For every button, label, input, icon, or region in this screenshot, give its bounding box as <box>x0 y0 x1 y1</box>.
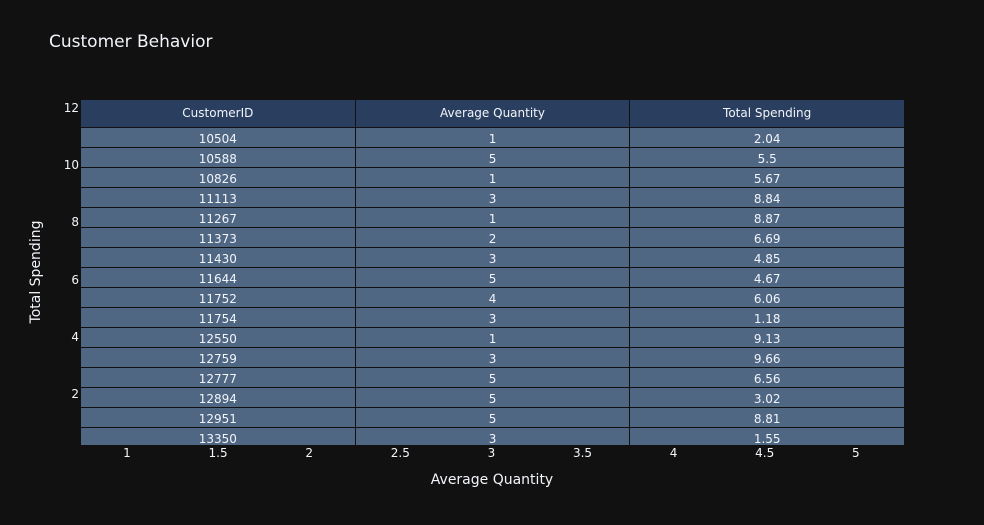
table-cell: 4.67 <box>630 268 904 288</box>
table-cell: 10588 <box>81 148 356 168</box>
table-cell: 12951 <box>81 408 356 428</box>
table-cell: 1 <box>355 128 631 148</box>
table-row: 10504 1 2.04 <box>81 128 904 148</box>
table-cell: 8.87 <box>630 208 904 228</box>
table-row: 11754 3 1.18 <box>81 308 904 328</box>
column-header: Total Spending <box>630 100 904 128</box>
table-cell: 3 <box>356 428 631 445</box>
y-axis-label: Total Spending <box>28 220 44 324</box>
x-tick-label: 2.5 <box>390 446 410 460</box>
table-header: CustomerID Average Quantity Total Spending <box>81 100 904 128</box>
table-cell: 5 <box>355 408 631 428</box>
table-cell: 11752 <box>81 288 356 308</box>
table-cell: 5 <box>355 388 631 408</box>
table-cell: 12777 <box>81 368 356 388</box>
table-row: 11430 3 4.85 <box>81 248 904 268</box>
y-tick-label: 10 <box>63 158 79 173</box>
table-cell: 8.84 <box>630 188 904 208</box>
table-cell: 4.85 <box>630 248 904 268</box>
table-row: 11373 2 6.69 <box>81 228 904 248</box>
table-row: 13350 3 1.55 <box>81 428 904 445</box>
data-table: CustomerID Average Quantity Total Spending… <box>81 100 904 445</box>
table-cell: 11430 <box>81 248 356 268</box>
table-cell: 3 <box>355 348 631 368</box>
table-cell: 2 <box>355 228 631 248</box>
y-tick-label: 8 <box>71 215 79 230</box>
x-tick-label: 1 <box>123 446 131 460</box>
table-cell: 11373 <box>81 228 356 248</box>
table-row: 12759 3 9.66 <box>81 348 904 368</box>
x-tick-label: 4.5 <box>755 446 775 460</box>
table-cell: 5.5 <box>630 148 904 168</box>
table-cell: 1 <box>355 208 631 228</box>
chart-title: Customer Behavior <box>49 32 213 52</box>
x-tick-label: 1.5 <box>208 446 228 460</box>
x-tick-label: 5 <box>851 446 860 460</box>
table-cell: 1.18 <box>630 308 904 328</box>
column-header: CustomerID <box>81 100 356 128</box>
table-cell: 11113 <box>81 188 356 208</box>
table-row: 11113 3 8.84 <box>81 188 904 208</box>
table-cell: 12759 <box>81 348 356 368</box>
table-cell: 2.04 <box>630 128 904 148</box>
table-row: 12894 5 3.02 <box>81 388 904 408</box>
table-row: 12951 5 8.81 <box>81 408 904 428</box>
table-cell: 5 <box>355 148 631 168</box>
table-cell: 11267 <box>81 208 356 228</box>
x-tick-label: 4 <box>669 446 678 460</box>
table-cell: 3 <box>355 248 631 268</box>
x-tick-label: 3 <box>487 446 496 460</box>
y-tick-label: 2 <box>71 387 79 401</box>
table-row: 10826 1 5.67 <box>81 168 904 188</box>
table-cell: 1 <box>355 328 631 348</box>
table-cell: 12550 <box>81 328 356 348</box>
column-header: Average Quantity <box>355 100 631 128</box>
table-cell: 6.06 <box>630 288 904 308</box>
table-cell: 10504 <box>81 128 356 148</box>
table-cell: 3 <box>355 188 631 208</box>
y-tick-label: 12 <box>63 101 79 115</box>
table-row: 11267 1 8.87 <box>81 208 904 228</box>
table-row: 11752 4 6.06 <box>81 288 904 308</box>
table-cell: 9.66 <box>630 348 904 368</box>
x-tick-label: 3.5 <box>572 446 593 460</box>
table-cell: 6.56 <box>630 368 904 388</box>
table-cell: 11644 <box>81 268 356 288</box>
table-body: 10504 1 2.04 10588 5 5.5 10826 1 5.67 11113 3 8.84 1… <box>81 128 904 445</box>
table-cell: 12894 <box>81 388 356 408</box>
table-cell: 5 <box>355 368 631 388</box>
table-cell: 1.55 <box>630 428 904 445</box>
table-cell: 9.13 <box>630 328 904 348</box>
y-tick-label: 6 <box>71 272 79 287</box>
x-axis-label: Average Quantity <box>430 472 554 488</box>
table-cell: 1 <box>355 168 631 188</box>
table-cell: 11754 <box>81 308 356 328</box>
table-cell: 3 <box>355 308 631 328</box>
table-cell: 5 <box>355 268 631 288</box>
table-cell: 3.02 <box>630 388 904 408</box>
table-cell: 6.69 <box>630 228 904 248</box>
table-row: 11644 5 4.67 <box>81 268 904 288</box>
table-row: 12550 1 9.13 <box>81 328 904 348</box>
table-cell: 5.67 <box>630 168 904 188</box>
table-cell: 4 <box>355 288 631 308</box>
table-cell: 8.81 <box>630 408 904 428</box>
table-cell: 13350 <box>81 428 356 445</box>
x-tick-label: 2 <box>305 446 314 460</box>
y-tick-label: 4 <box>71 329 79 344</box>
table-row: 10588 5 5.5 <box>81 148 904 168</box>
table-cell: 10826 <box>81 168 356 188</box>
table-row: 12777 5 6.56 <box>81 368 904 388</box>
